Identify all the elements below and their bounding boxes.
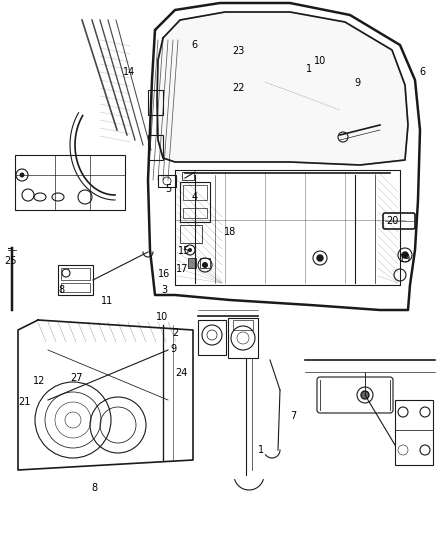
Text: 5: 5 — [166, 184, 172, 194]
Text: 10: 10 — [156, 312, 168, 322]
Text: 8: 8 — [58, 286, 64, 295]
Circle shape — [361, 391, 369, 399]
Bar — [233, 320, 253, 330]
Polygon shape — [157, 12, 408, 165]
Text: 10: 10 — [314, 56, 326, 66]
Text: 9: 9 — [354, 78, 360, 87]
Bar — [61, 283, 90, 292]
Bar — [15, 155, 125, 210]
Text: 19: 19 — [399, 254, 411, 263]
Text: 23: 23 — [233, 46, 245, 55]
Text: 27: 27 — [71, 374, 83, 383]
Bar — [58, 265, 93, 295]
Text: 16: 16 — [158, 270, 170, 279]
Text: 15: 15 — [178, 246, 190, 255]
Text: 20: 20 — [386, 216, 398, 226]
Text: 18: 18 — [224, 227, 236, 237]
Text: 12: 12 — [33, 376, 46, 386]
Bar — [188, 258, 196, 268]
Bar — [180, 225, 202, 243]
Bar — [183, 208, 207, 218]
Bar — [395, 400, 433, 465]
Circle shape — [317, 255, 323, 261]
Text: 1: 1 — [258, 446, 264, 455]
Text: 7: 7 — [290, 411, 297, 421]
Text: 11: 11 — [101, 296, 113, 306]
Bar — [182, 172, 194, 180]
Text: 17: 17 — [176, 264, 188, 274]
Text: 6: 6 — [192, 41, 198, 50]
Circle shape — [202, 262, 208, 268]
Text: 21: 21 — [18, 398, 30, 407]
Text: 1: 1 — [306, 64, 312, 74]
Circle shape — [402, 252, 408, 258]
Bar — [61, 268, 90, 280]
Text: 14: 14 — [123, 67, 135, 77]
Text: 8: 8 — [91, 483, 97, 492]
Text: 9: 9 — [170, 344, 176, 354]
Bar — [158, 175, 176, 187]
Text: 24: 24 — [176, 368, 188, 378]
Text: 2: 2 — [172, 328, 178, 338]
Text: 3: 3 — [161, 286, 167, 295]
Bar — [148, 135, 163, 160]
Bar — [180, 182, 210, 222]
Text: 4: 4 — [192, 192, 198, 202]
Bar — [198, 320, 226, 355]
Bar — [200, 258, 210, 268]
Circle shape — [188, 248, 192, 252]
Bar — [148, 90, 163, 115]
Circle shape — [20, 173, 25, 177]
Text: 25: 25 — [5, 256, 17, 266]
Text: 6: 6 — [420, 67, 426, 77]
Text: 22: 22 — [233, 83, 245, 93]
Bar — [183, 185, 207, 200]
Bar — [228, 318, 258, 358]
